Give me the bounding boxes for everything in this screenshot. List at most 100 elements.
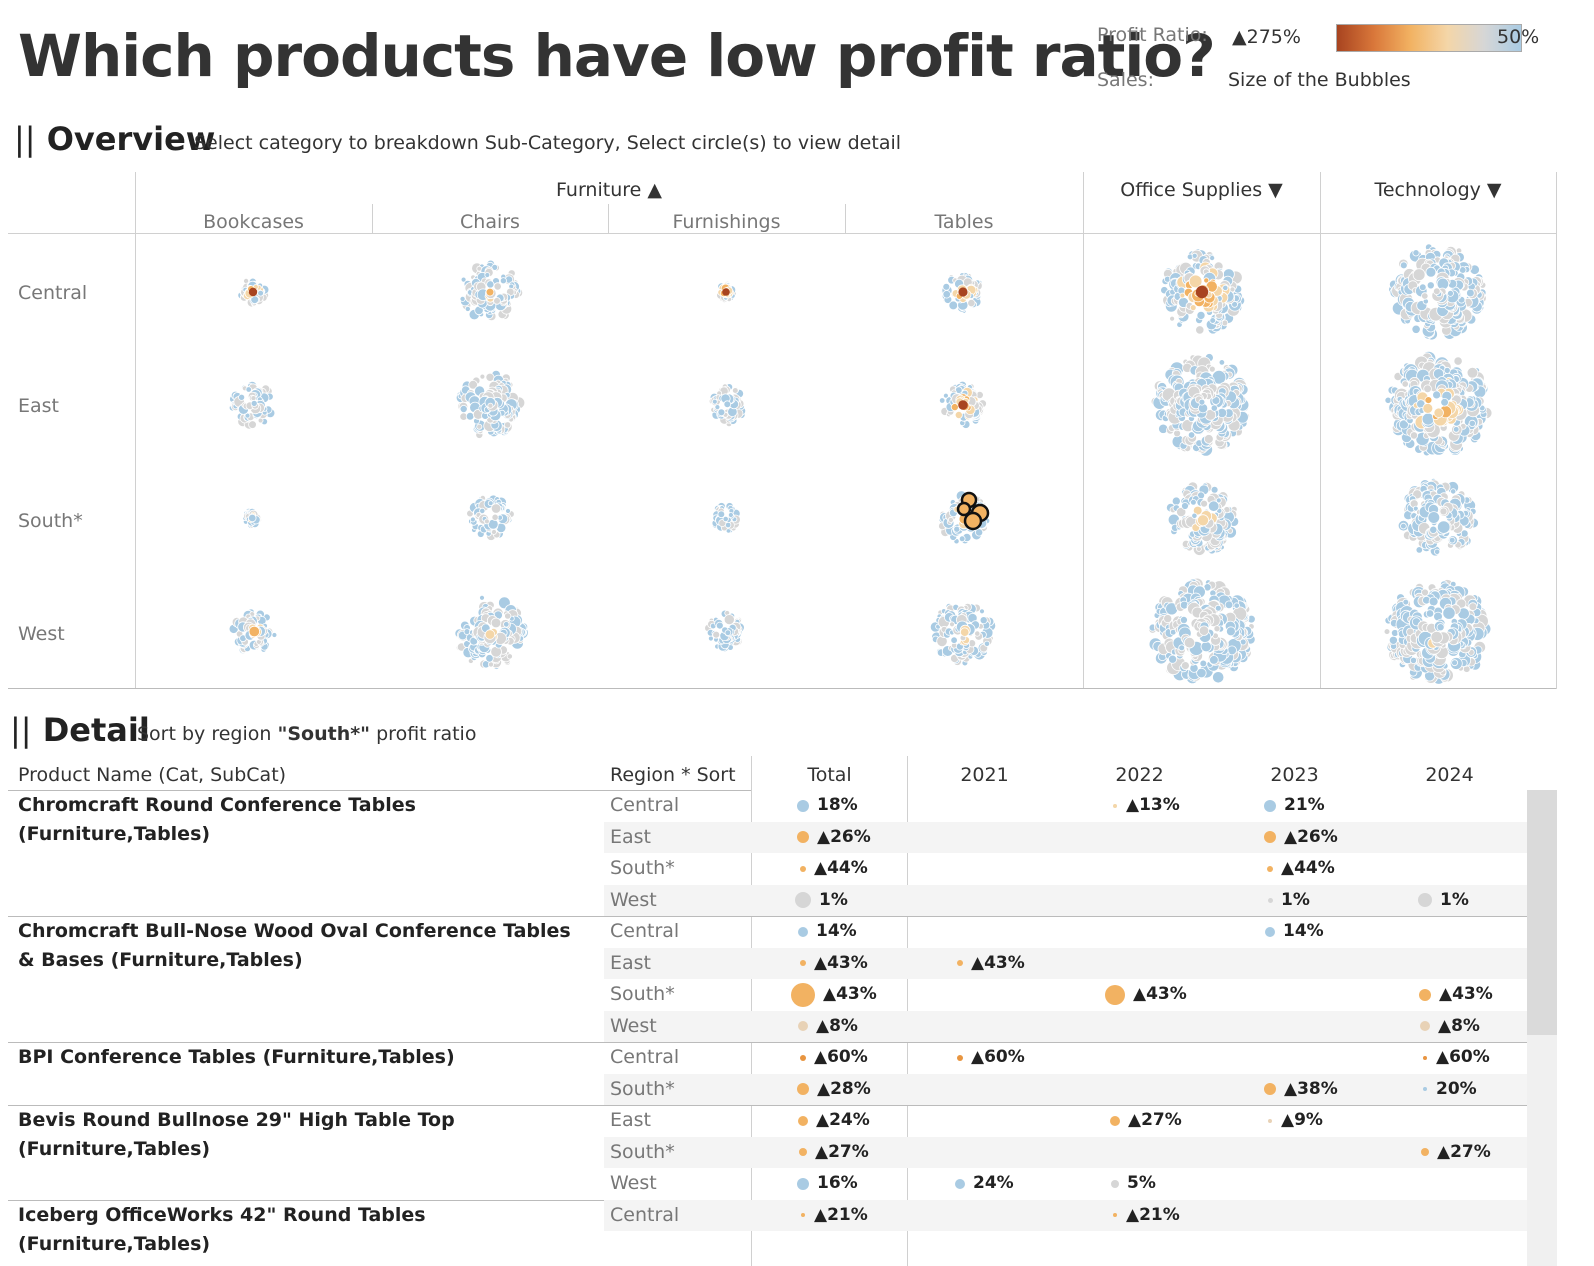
bubble[interactable] <box>1191 252 1198 259</box>
bubble[interactable] <box>476 423 483 430</box>
bubble[interactable] <box>493 282 502 291</box>
bubble[interactable] <box>1188 274 1203 289</box>
bubble[interactable] <box>464 305 471 312</box>
product-name[interactable]: BPI Conference Tables (Furniture,Tables) <box>18 1046 455 1068</box>
bubble[interactable] <box>1409 431 1419 440</box>
bubble[interactable] <box>1466 288 1475 298</box>
overview-bubble-chart[interactable] <box>0 0 1594 700</box>
value-dot[interactable] <box>800 1054 806 1061</box>
bubble[interactable] <box>1424 396 1433 405</box>
bubble[interactable] <box>967 298 976 308</box>
bubble[interactable] <box>1466 366 1479 379</box>
bubble[interactable] <box>1426 281 1435 290</box>
bubble[interactable] <box>491 513 499 521</box>
value-dot[interactable] <box>1113 803 1117 808</box>
bubble[interactable] <box>974 528 984 537</box>
bubble[interactable] <box>1425 266 1437 278</box>
bubble[interactable] <box>491 263 499 271</box>
bubble[interactable] <box>714 404 721 411</box>
bubble[interactable] <box>499 277 507 285</box>
bubble[interactable] <box>469 516 476 523</box>
bubble[interactable] <box>485 287 495 297</box>
bubble[interactable] <box>950 403 959 412</box>
bubble[interactable] <box>479 507 486 514</box>
bubble[interactable] <box>484 272 491 278</box>
bubble[interactable] <box>1447 289 1454 297</box>
bubble[interactable] <box>1440 397 1449 407</box>
bubble[interactable] <box>238 393 246 401</box>
bubble[interactable] <box>731 387 739 394</box>
bubble[interactable] <box>1195 325 1205 335</box>
bubble[interactable] <box>723 400 732 409</box>
bubble[interactable] <box>1453 356 1463 366</box>
bubble[interactable] <box>245 386 252 393</box>
bubble[interactable] <box>942 290 951 299</box>
value-dot[interactable] <box>791 982 815 1007</box>
bubble[interactable] <box>1412 268 1426 282</box>
bubble[interactable] <box>958 400 968 410</box>
bubble[interactable] <box>468 379 478 390</box>
bubble[interactable] <box>250 399 258 407</box>
bubble[interactable] <box>954 410 963 419</box>
bubble[interactable] <box>248 513 257 523</box>
product-name[interactable]: Chromcraft Round Conference Tables (Furn… <box>18 794 416 845</box>
bubble[interactable] <box>257 289 264 297</box>
bubble[interactable] <box>1411 324 1421 334</box>
bubble[interactable] <box>1196 310 1206 320</box>
bubble[interactable] <box>1210 404 1218 412</box>
bubble[interactable] <box>1181 502 1189 510</box>
bubble[interactable] <box>958 535 966 543</box>
bubble[interactable] <box>248 287 258 297</box>
bubble[interactable] <box>1433 407 1444 419</box>
bubble[interactable] <box>722 515 729 523</box>
bubble[interactable] <box>1209 317 1216 324</box>
bubble[interactable] <box>1187 431 1196 439</box>
bubble[interactable] <box>244 412 251 419</box>
bubble[interactable] <box>939 397 946 404</box>
bubble[interactable] <box>1222 284 1229 291</box>
bubble[interactable] <box>1203 434 1214 444</box>
value-dot[interactable] <box>1423 1055 1427 1060</box>
value-dot[interactable] <box>1267 865 1273 872</box>
bubble[interactable] <box>1399 261 1408 270</box>
bubble[interactable] <box>717 408 726 417</box>
bubble[interactable] <box>717 510 726 519</box>
bubble[interactable] <box>459 295 466 302</box>
bubble[interactable] <box>1203 277 1210 284</box>
bubble[interactable] <box>460 276 467 283</box>
product-name[interactable]: Bevis Round Bullnose 29" High Table Top … <box>18 1109 455 1160</box>
bubble[interactable] <box>1433 287 1441 296</box>
value-dot[interactable] <box>1265 926 1275 937</box>
value-dot[interactable] <box>1264 799 1276 812</box>
bubble[interactable] <box>1169 315 1175 322</box>
bubble[interactable] <box>1412 249 1420 257</box>
bubble[interactable] <box>1423 384 1432 394</box>
value-dot[interactable] <box>797 799 809 812</box>
value-dot[interactable] <box>1419 988 1431 1001</box>
product-name[interactable]: Iceberg OfficeWorks 42" Round Tables (Fu… <box>18 1203 426 1255</box>
value-dot[interactable] <box>798 926 808 937</box>
value-dot[interactable] <box>1267 897 1273 903</box>
bubble[interactable] <box>503 421 512 429</box>
bubble[interactable] <box>459 404 468 413</box>
value-dot[interactable] <box>1110 1115 1120 1126</box>
bubble[interactable] <box>1176 506 1187 518</box>
bubble[interactable] <box>479 373 486 380</box>
product-name[interactable]: Chromcraft Bull-Nose Wood Oval Conferenc… <box>18 920 571 971</box>
bubble[interactable] <box>1419 283 1427 292</box>
category-header-technology[interactable]: Technology ▼ <box>1374 179 1502 201</box>
bubble[interactable] <box>1231 300 1238 308</box>
bubble[interactable] <box>490 503 502 514</box>
bubble[interactable] <box>1195 285 1209 299</box>
bubble[interactable] <box>1468 419 1476 427</box>
value-dot[interactable] <box>800 865 806 872</box>
bubble[interactable] <box>728 512 734 518</box>
value-dot[interactable] <box>1111 1179 1119 1188</box>
value-dot[interactable] <box>1105 984 1125 1005</box>
bubble[interactable] <box>947 516 954 523</box>
bubble[interactable] <box>1218 359 1226 366</box>
value-dot[interactable] <box>1268 1118 1272 1123</box>
bubble[interactable] <box>483 518 490 525</box>
value-dot[interactable] <box>957 1054 963 1061</box>
bubble[interactable] <box>1208 365 1216 373</box>
